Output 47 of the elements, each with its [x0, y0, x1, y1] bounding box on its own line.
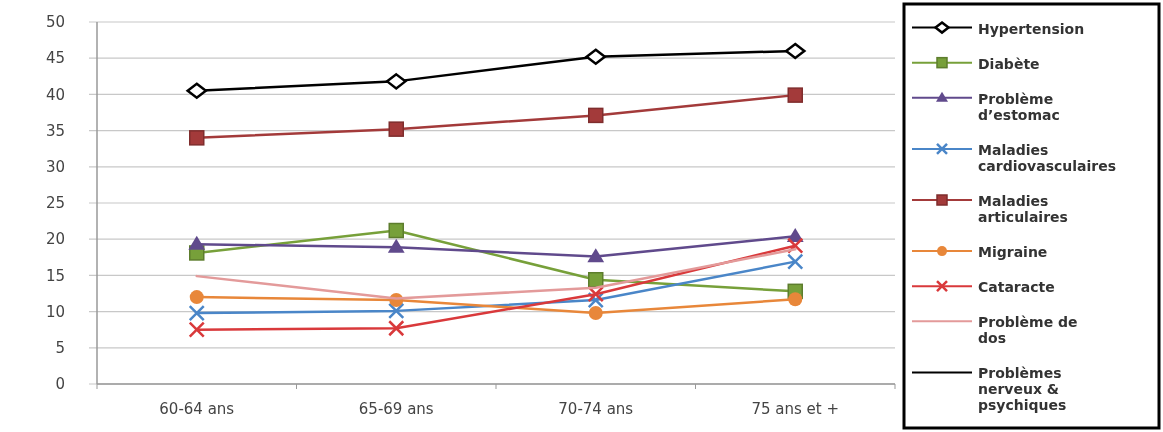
- y-tick-label: 50: [45, 13, 65, 32]
- point: [188, 321, 205, 338]
- legend-label: Problèmes nerveux & psychiques: [978, 365, 1067, 414]
- point: [188, 304, 205, 322]
- point: [588, 271, 604, 288]
- y-tick-label: 5: [55, 339, 65, 358]
- x-tick-label: 60-64 ans: [159, 400, 235, 418]
- point: [588, 107, 604, 124]
- point: [585, 48, 607, 65]
- legend-label: Problème de dos: [978, 314, 1078, 347]
- point: [189, 290, 204, 305]
- point: [388, 121, 404, 137]
- y-tick-label: 40: [45, 85, 65, 104]
- point: [787, 253, 804, 270]
- point: [587, 285, 604, 303]
- y-tick-label: 20: [45, 230, 65, 249]
- point: [588, 306, 603, 321]
- point: [788, 292, 803, 307]
- legend-label: Cataracte: [978, 279, 1055, 296]
- x-tick-label: 75 ans et +: [751, 400, 840, 418]
- point: [787, 87, 803, 103]
- y-tick-label: 35: [45, 121, 65, 140]
- y-tick-label: 10: [45, 302, 65, 321]
- point: [388, 222, 404, 239]
- point: [188, 235, 206, 250]
- point: [787, 237, 804, 254]
- point: [387, 238, 405, 253]
- point: [587, 248, 605, 263]
- y-tick-label: 45: [45, 49, 65, 68]
- legend-label: Maladies cardiovasculaires: [978, 141, 1117, 174]
- point: [189, 130, 205, 146]
- legend-label: Maladies articulaires: [978, 193, 1068, 225]
- point: [784, 42, 806, 60]
- legend-label: Diabète: [978, 55, 1040, 72]
- legend-label: Hypertension: [978, 20, 1085, 37]
- legend-label: Migraine: [978, 244, 1048, 261]
- x-tick-label: 65-69 ans: [358, 400, 434, 418]
- point: [385, 73, 407, 90]
- y-tick-label: 30: [45, 158, 65, 177]
- point: [388, 320, 405, 337]
- y-tick-label: 0: [55, 375, 65, 394]
- y-tick-label: 15: [45, 266, 65, 285]
- point: [388, 302, 405, 320]
- legend-label: Problème d’estomac: [978, 90, 1060, 123]
- x-tick-label: 70-74 ans: [558, 400, 634, 418]
- point: [186, 82, 208, 100]
- y-tick-label: 25: [45, 194, 65, 213]
